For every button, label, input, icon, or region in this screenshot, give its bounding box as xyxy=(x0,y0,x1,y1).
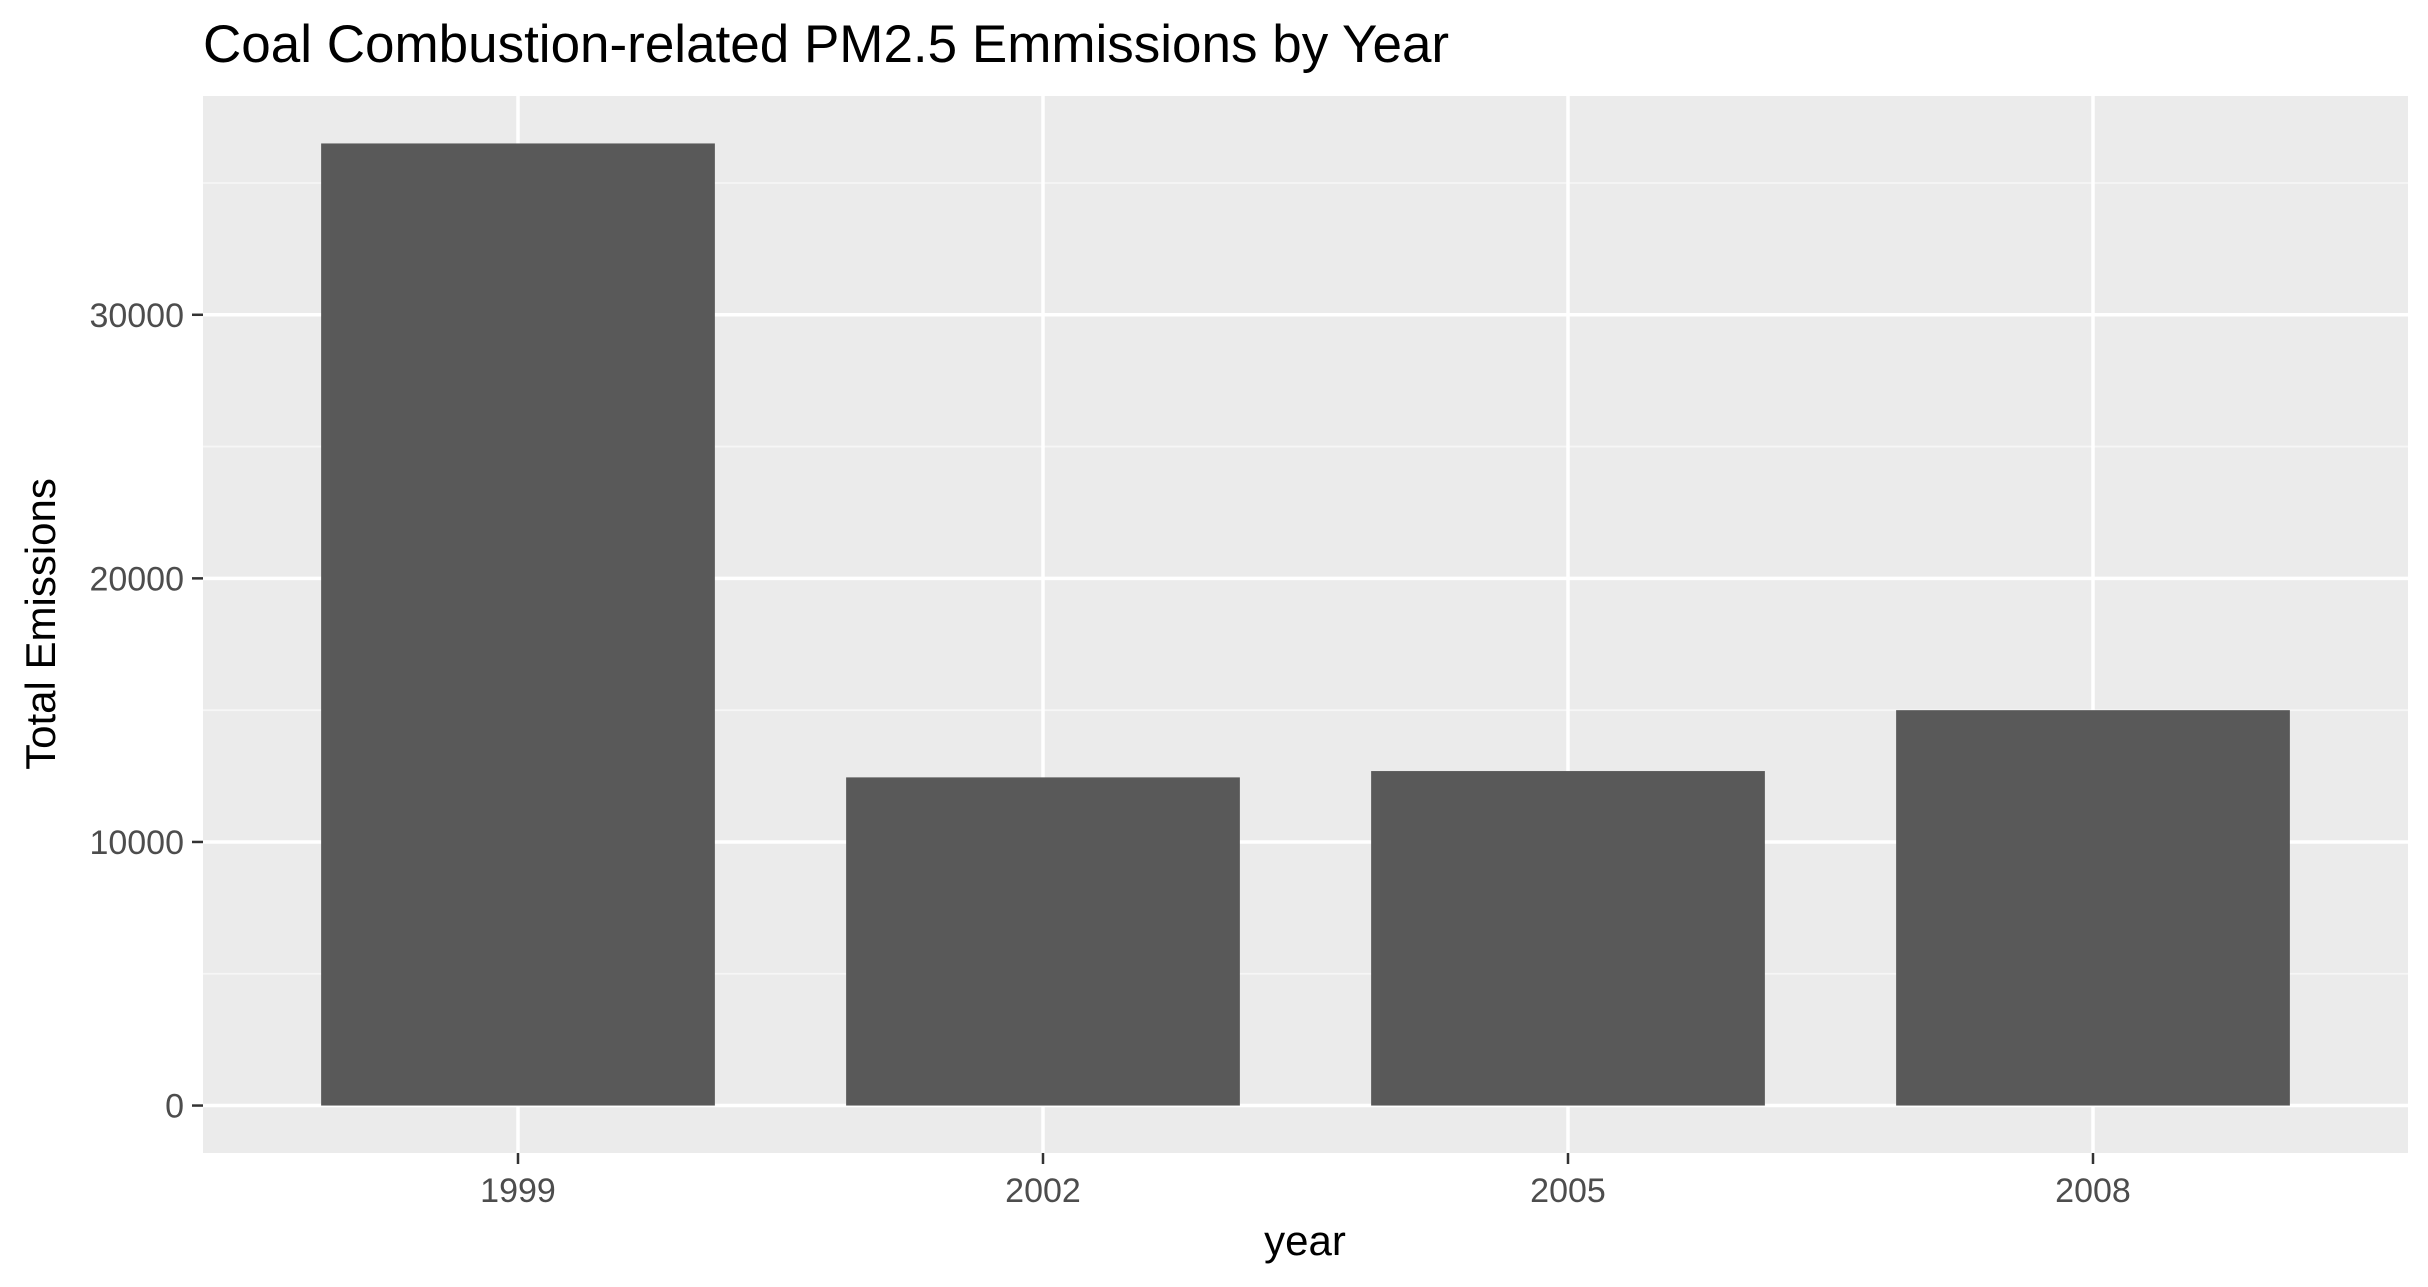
x-tick-label: 2008 xyxy=(2055,1172,2131,1210)
bar-2005 xyxy=(1371,771,1765,1106)
y-tick-label: 10000 xyxy=(89,824,184,862)
x-tick-label: 2005 xyxy=(1530,1172,1606,1210)
x-tick-label: 2002 xyxy=(1005,1172,1081,1210)
bar-series xyxy=(321,143,2290,1106)
bar-1999 xyxy=(321,143,715,1106)
x-tick-label: 1999 xyxy=(480,1172,556,1210)
x-axis: 1999 2002 2005 2008 xyxy=(480,1153,2131,1210)
x-axis-title: year xyxy=(1264,1217,1346,1264)
y-tick-label: 0 xyxy=(165,1088,184,1126)
bar-2008 xyxy=(1896,710,2290,1106)
chart-title: Coal Combustion-related PM2.5 Emmissions… xyxy=(203,15,1449,74)
bar-2002 xyxy=(846,777,1240,1106)
y-axis: 0 10000 20000 30000 xyxy=(89,297,203,1126)
y-axis-title: Total Emissions xyxy=(17,478,64,770)
y-tick-label: 30000 xyxy=(89,297,184,335)
y-tick-label: 20000 xyxy=(89,560,184,598)
